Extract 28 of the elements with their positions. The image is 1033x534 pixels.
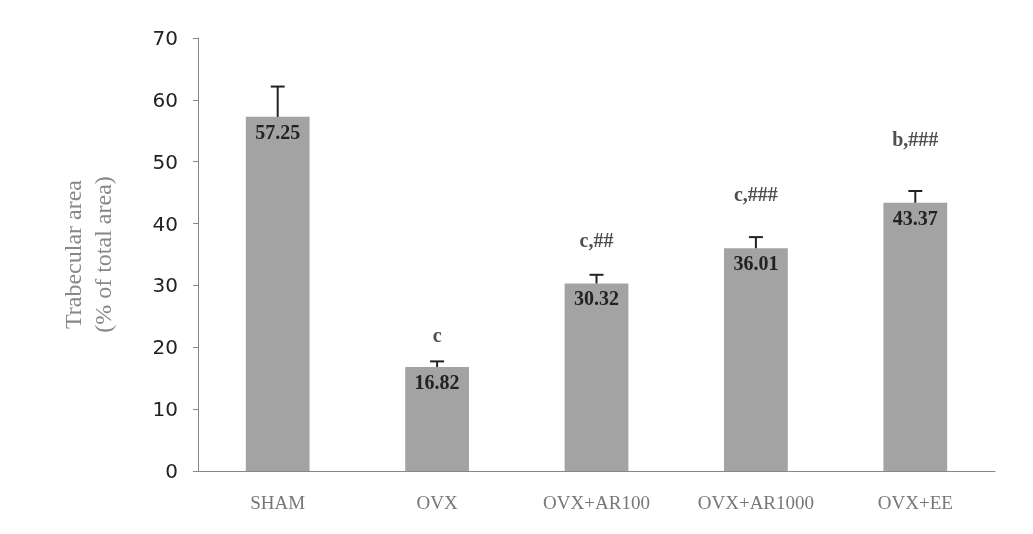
annotation: c,##	[579, 229, 614, 252]
y-tick-label: 20	[152, 335, 178, 360]
annotation: b,###	[892, 128, 939, 151]
y-axis-title: Trabecular area (% of total area)	[60, 176, 116, 333]
bar	[883, 202, 948, 471]
data-label: 36.01	[733, 252, 779, 275]
y-tick-label: 60	[152, 87, 178, 112]
annotation: c	[432, 324, 442, 347]
y-tick-label: 0	[165, 459, 178, 483]
data-label: 30.32	[574, 287, 619, 310]
y-tick-label: 70	[152, 26, 178, 50]
x-tick-label: OVX+AR1000	[697, 492, 815, 513]
y-tick-label: 30	[152, 273, 178, 298]
annotation: c,###	[733, 182, 778, 205]
y-tick-label: 50	[152, 149, 178, 174]
y-tick-label: 40	[152, 211, 178, 236]
x-tick-label: OVX	[416, 492, 458, 513]
data-label: 57.25	[255, 120, 301, 143]
data-label: 43.37	[892, 206, 938, 229]
bar	[724, 248, 788, 471]
bar	[405, 366, 469, 471]
y-tick-label: 10	[152, 397, 178, 422]
x-tick-label: SHAM	[250, 492, 306, 513]
data-label: 16.82	[414, 370, 460, 393]
bar	[564, 283, 629, 471]
x-tick-label: OVX+AR100	[543, 492, 650, 513]
x-tick-label: OVX+EE	[877, 492, 953, 513]
bar	[245, 116, 310, 471]
